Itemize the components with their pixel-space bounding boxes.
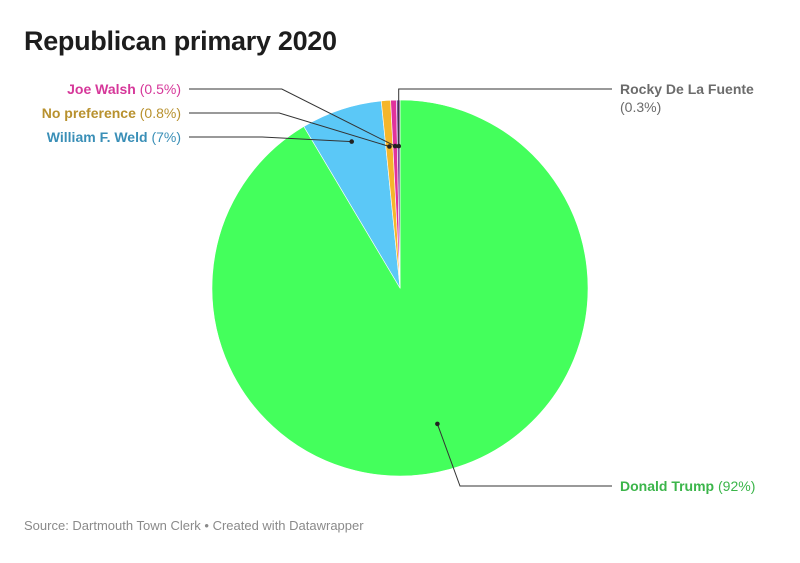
chart-title: Republican primary 2020 bbox=[24, 26, 337, 56]
slice-label-name: Donald Trump bbox=[620, 478, 714, 494]
slice-label-no-preference: No preference (0.8%) bbox=[42, 105, 181, 121]
slice-label-donald-trump: Donald Trump (92%) bbox=[620, 478, 755, 494]
slice-label-name: Joe Walsh bbox=[67, 81, 136, 97]
leader-line-rocky-de-la-fuente bbox=[398, 88, 612, 147]
slice-label-name: No preference bbox=[42, 105, 136, 121]
credit-note: Created with Datawrapper bbox=[212, 518, 364, 533]
leader-dot-joe-walsh bbox=[392, 143, 398, 149]
footer-separator: • bbox=[200, 518, 213, 533]
leader-dot-william-f-weld bbox=[349, 139, 355, 144]
slice-label-value: (7%) bbox=[151, 129, 181, 145]
slice-label-value: (0.3%) bbox=[620, 99, 661, 115]
slice-label-value: (92%) bbox=[718, 478, 755, 494]
slice-label-joe-walsh: Joe Walsh (0.5%) bbox=[67, 81, 181, 97]
pie-slices bbox=[211, 99, 589, 477]
leader-dot-rocky-de-la-fuente bbox=[396, 143, 402, 149]
source-note: Source: Dartmouth Town Clerk bbox=[24, 518, 201, 533]
chart-footer: Source: Dartmouth Town Clerk • Created w… bbox=[24, 518, 364, 533]
leader-line-donald-trump bbox=[436, 423, 612, 487]
slice-label-name: William F. Weld bbox=[47, 129, 148, 145]
slice-label-name: Rocky De La Fuente bbox=[620, 81, 754, 97]
leader-dot-donald-trump bbox=[435, 421, 440, 427]
leader-dot-no-preference bbox=[387, 144, 392, 149]
slice-label-value: (0.8%) bbox=[140, 105, 181, 121]
slice-label-william-f-weld: William F. Weld (7%) bbox=[47, 129, 181, 145]
leader-line-william-f-weld bbox=[189, 136, 352, 143]
leader-line-no-preference bbox=[189, 112, 390, 147]
label-leader-lines bbox=[189, 88, 612, 487]
slice-label-rocky-de-la-fuente: Rocky De La Fuente (0.3%) bbox=[620, 81, 754, 115]
leader-line-joe-walsh bbox=[189, 88, 396, 147]
slice-label-value: (0.5%) bbox=[140, 81, 181, 97]
slice-labels: Donald Trump (92%) William F. Weld (7%) No… bbox=[42, 81, 756, 494]
